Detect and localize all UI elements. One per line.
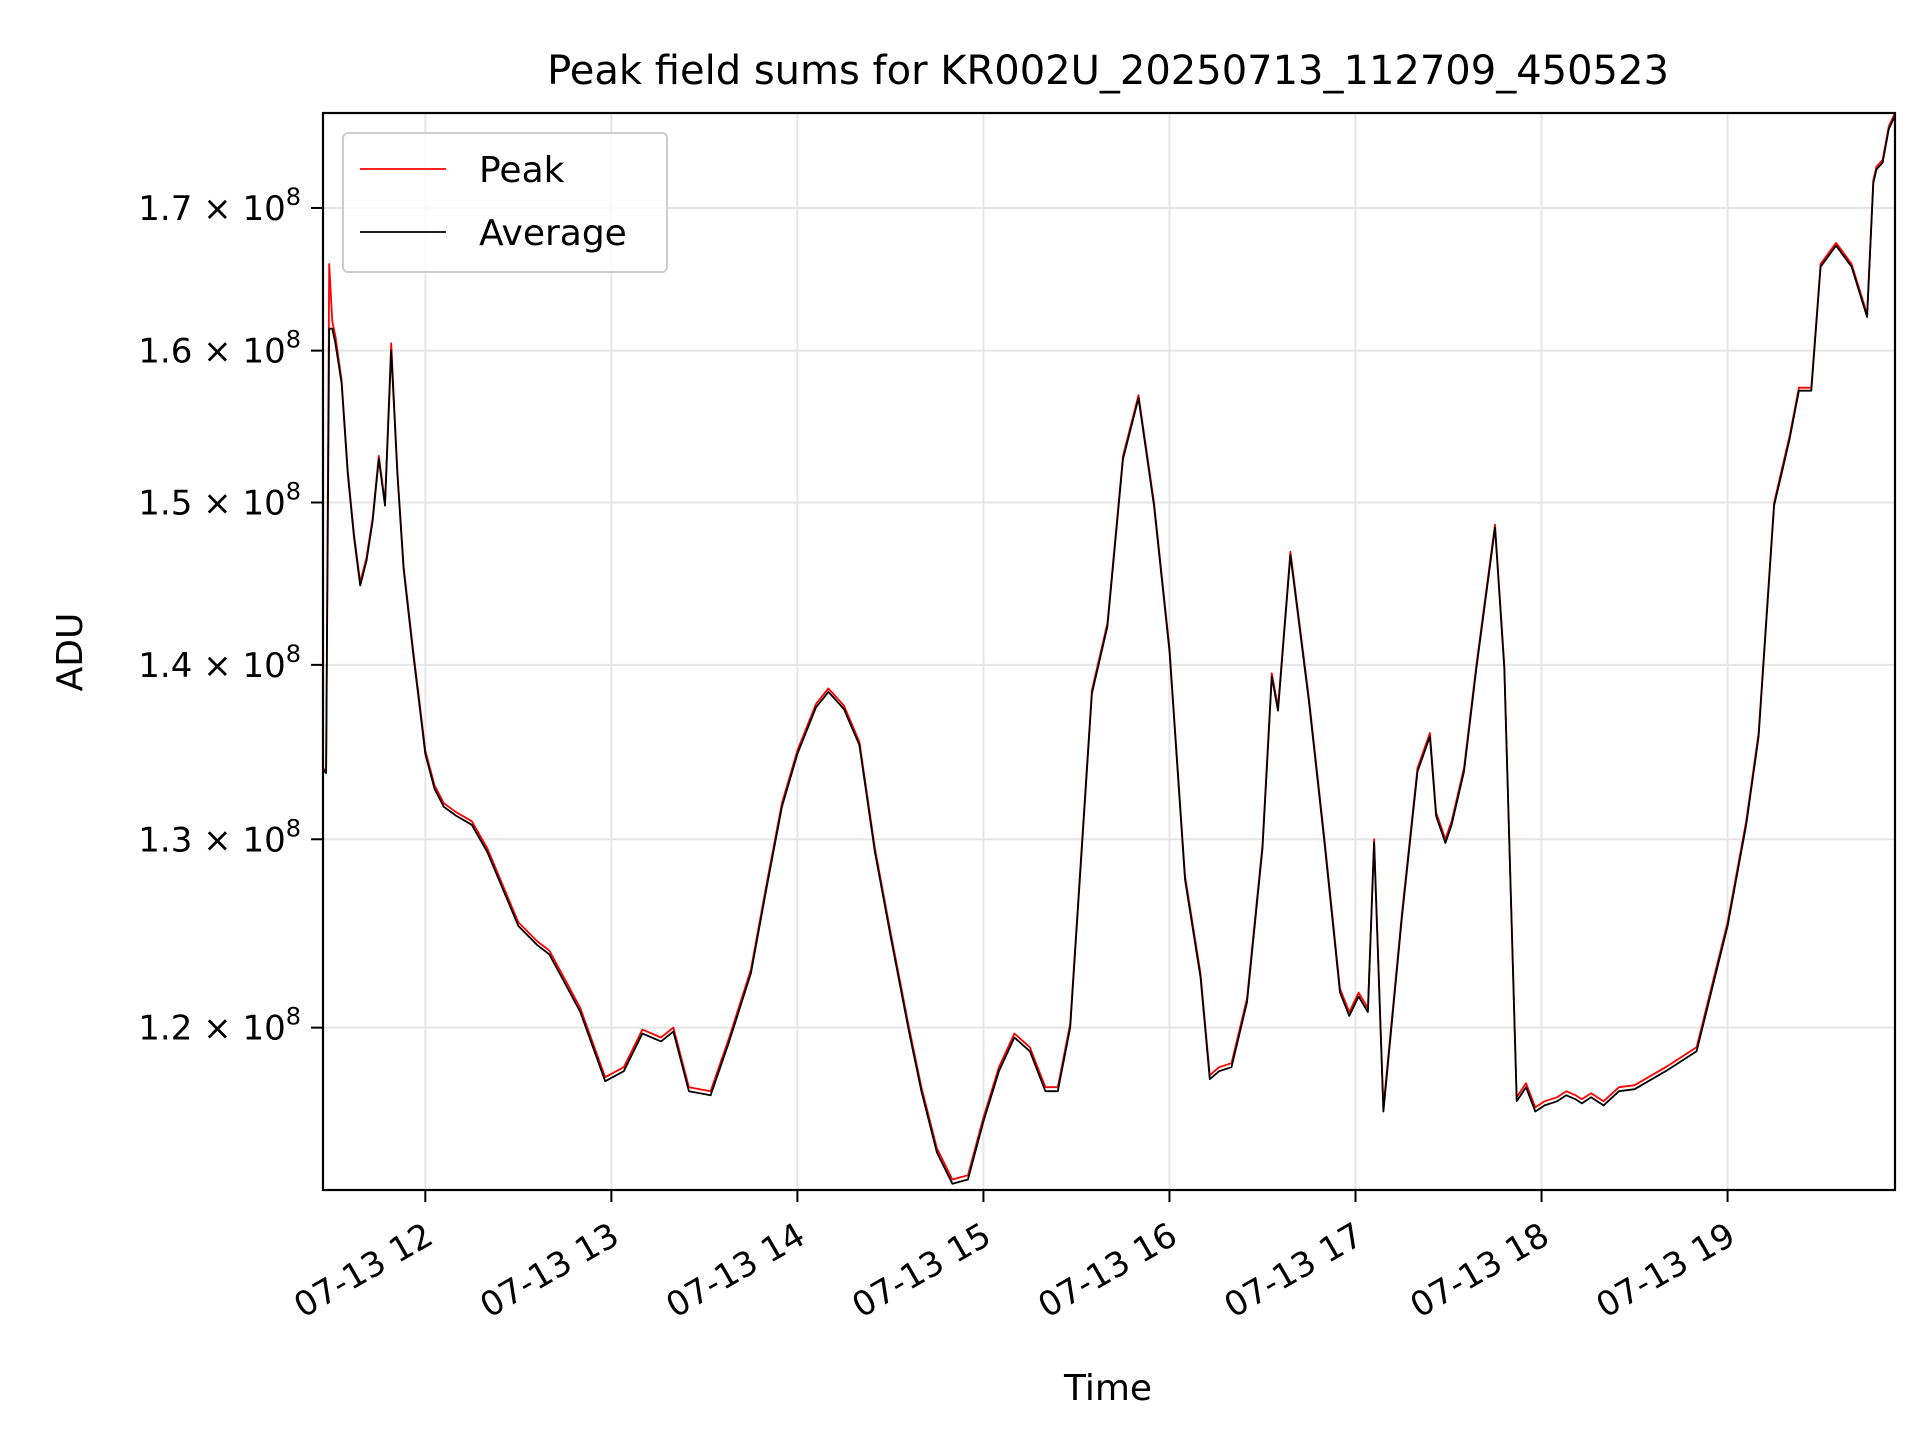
legend-box bbox=[342, 132, 668, 273]
y-tick-label: 1.5 × 108 bbox=[138, 478, 301, 524]
legend-label-peak: Peak bbox=[479, 150, 565, 191]
series-line-average bbox=[322, 115, 1896, 1185]
chart-title: Peak field sums for KR002U_20250713_1127… bbox=[547, 48, 1669, 94]
y-tick-label: 1.6 × 108 bbox=[138, 326, 301, 372]
y-tick-label: 1.7 × 108 bbox=[138, 183, 301, 229]
x-axis-label: Time bbox=[1063, 1368, 1152, 1409]
y-tick-label: 1.3 × 108 bbox=[138, 814, 301, 860]
legend-label-average: Average bbox=[479, 213, 627, 254]
y-axis-ticks: 1.2 × 108 1.3 × 108 1.4 × 108 1.5 × 108 1.6 … bbox=[138, 183, 323, 1049]
y-axis-label: ADU bbox=[50, 613, 91, 692]
legend: Peak Average bbox=[342, 132, 668, 273]
plot-area-frame bbox=[321, 111, 1897, 1192]
y-tick-label: 1.4 × 108 bbox=[138, 640, 301, 686]
y-tick-label: 1.2 × 108 bbox=[138, 1003, 301, 1049]
series-lines bbox=[322, 112, 1896, 1185]
